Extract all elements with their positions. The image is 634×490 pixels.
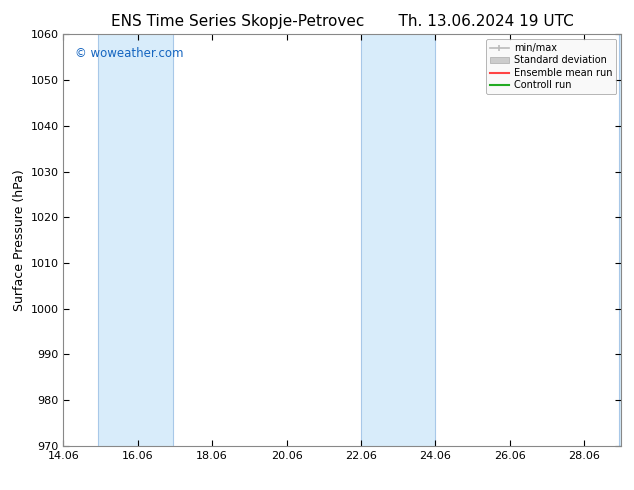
Legend: min/max, Standard deviation, Ensemble mean run, Controll run: min/max, Standard deviation, Ensemble me… — [486, 39, 616, 94]
Bar — [98, 34, 172, 446]
Bar — [361, 34, 436, 446]
Y-axis label: Surface Pressure (hPa): Surface Pressure (hPa) — [13, 169, 26, 311]
Text: © woweather.com: © woweather.com — [75, 47, 183, 60]
Bar — [619, 34, 621, 446]
Title: ENS Time Series Skopje-Petrovec       Th. 13.06.2024 19 UTC: ENS Time Series Skopje-Petrovec Th. 13.0… — [111, 14, 574, 29]
